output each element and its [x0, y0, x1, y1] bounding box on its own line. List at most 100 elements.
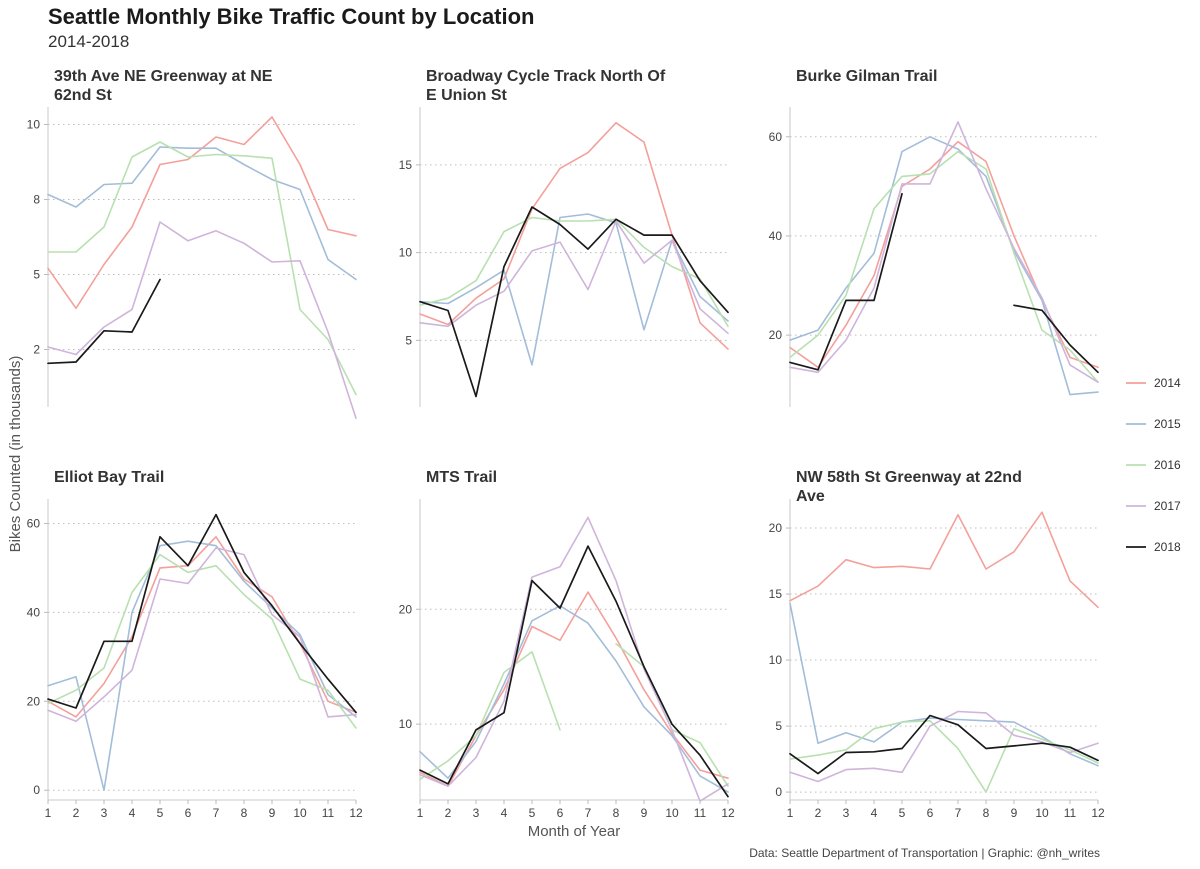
panel-2-title-line: Broadway Cycle Track North Of [426, 68, 666, 85]
panel-4-x-tick-label: 9 [269, 806, 276, 820]
panel-4-x-tick-label: 1 [45, 806, 52, 820]
panel-5-series-2018 [419, 545, 729, 798]
panel-3-series-2016 [789, 150, 1099, 383]
y-axis-label: Bikes Counted (in thousands) [7, 356, 24, 553]
panel-4-x-tick-label: 12 [349, 806, 363, 820]
legend-label-2017: 2017 [1154, 499, 1181, 513]
panel-6-x-tick-label: 5 [899, 806, 906, 820]
panel-1-title-line: 62nd St [54, 87, 112, 104]
panel-4-x-tick-label: 3 [101, 806, 108, 820]
panel-2-series-2017 [419, 220, 729, 335]
panel-4-x-tick-label: 11 [322, 806, 335, 820]
panel-6-y-tick-label: 10 [769, 653, 783, 667]
panel-4-x-tick-label: 5 [157, 806, 164, 820]
panel-5-y-tick-label: 20 [399, 602, 413, 616]
panel-6-series-2018 [789, 714, 1099, 775]
panel-6-x-tick-label: 4 [871, 806, 878, 820]
panel-4-x-tick-label: 7 [213, 806, 220, 820]
panel-5-title-line: MTS Trail [426, 469, 497, 486]
panel-6-x-tick-label: 12 [1091, 806, 1105, 820]
panel-6-y-tick-label: 20 [769, 521, 783, 535]
panel-5-series-2017 [419, 516, 729, 802]
panel-3-y-tick-label: 60 [769, 130, 783, 144]
source-caption: Data: Seattle Department of Transportati… [749, 846, 1100, 860]
panel-1-series-2018 [47, 278, 161, 365]
panel-4-y-tick-label: 0 [33, 783, 40, 797]
panel-3-y-tick-label: 40 [769, 229, 783, 243]
panel-5-x-tick-label: 3 [473, 806, 480, 820]
panel-6-x-tick-label: 6 [927, 806, 934, 820]
panel-5-series-2014 [419, 591, 729, 787]
panel-5-x-tick-label: 12 [721, 806, 735, 820]
panel-1-y-tick-label: 8 [33, 193, 40, 207]
panel-4-series-2018 [47, 513, 357, 714]
panel-5-x-tick-label: 2 [445, 806, 452, 820]
panel-6-series-2014 [789, 511, 1099, 609]
panel-5-x-tick-label: 10 [665, 806, 679, 820]
chart-title: Seattle Monthly Bike Traffic Count by Lo… [48, 4, 535, 29]
panel-1-title-line: 39th Ave NE Greenway at NE [54, 68, 273, 85]
panel-6-x-tick-label: 11 [1064, 806, 1077, 820]
panel-6-x-tick-label: 2 [815, 806, 822, 820]
panel-1-y-tick-label: 2 [33, 343, 40, 357]
panel-5-x-tick-label: 5 [529, 806, 536, 820]
panel-6-x-tick-label: 7 [955, 806, 962, 820]
panel-4-series-2016 [47, 553, 357, 729]
panel-1-y-tick-label: 10 [27, 118, 41, 132]
panel-6-x-tick-label: 8 [983, 806, 990, 820]
legend-label-2015: 2015 [1154, 417, 1181, 431]
panel-1-series-2016 [47, 141, 357, 396]
panel-6-series-2017 [789, 710, 1099, 783]
panel-1-y-tick-label: 5 [33, 268, 40, 282]
panel-4-x-tick-label: 8 [241, 806, 248, 820]
panel-6-x-tick-label: 1 [787, 806, 794, 820]
panel-6-y-tick-label: 15 [769, 587, 783, 601]
panel-4-series-2014 [47, 536, 357, 718]
panel-6-x-tick-label: 3 [843, 806, 850, 820]
panel-5-x-tick-label: 8 [613, 806, 620, 820]
panel-3-series-2017 [789, 121, 1099, 383]
panel-6-y-tick-label: 0 [775, 785, 782, 799]
panel-4-title-line: Elliot Bay Trail [54, 469, 164, 486]
panel-2-series-2018 [419, 206, 729, 398]
panel-1-series-2015 [47, 146, 357, 281]
panel-4-y-tick-label: 40 [27, 605, 41, 619]
panel-6-x-tick-label: 10 [1035, 806, 1049, 820]
panel-5-x-tick-label: 1 [417, 806, 424, 820]
panel-4-x-tick-label: 10 [293, 806, 307, 820]
panel-5-x-tick-label: 9 [641, 806, 648, 820]
panel-6-title-line: NW 58th St Greenway at 22nd [796, 469, 1022, 486]
panel-2-y-tick-label: 10 [399, 246, 413, 260]
panel-2-series-2016 [419, 216, 729, 328]
panel-6-y-tick-label: 5 [775, 719, 782, 733]
panel-4-y-tick-label: 20 [27, 694, 41, 708]
panel-5-x-tick-label: 7 [585, 806, 592, 820]
panel-5-x-tick-label: 6 [557, 806, 564, 820]
panel-4-x-tick-label: 2 [73, 806, 80, 820]
chart-subtitle: 2014-2018 [48, 32, 130, 51]
legend-label-2018: 2018 [1154, 540, 1181, 554]
panel-5-series-2015 [419, 605, 729, 793]
panel-4-x-tick-label: 6 [185, 806, 192, 820]
panel-4-y-tick-label: 60 [27, 516, 41, 530]
panel-4-series-2015 [47, 540, 357, 791]
panel-3-series-2015 [789, 136, 1099, 396]
panel-2-y-tick-label: 15 [399, 158, 413, 172]
panel-5-x-tick-label: 4 [501, 806, 508, 820]
panel-2-y-tick-label: 5 [405, 333, 412, 347]
legend-label-2016: 2016 [1154, 458, 1181, 472]
panel-4-x-tick-label: 4 [129, 806, 136, 820]
panel-5-x-tick-label: 11 [694, 806, 707, 820]
panel-5-series-2016 [419, 643, 729, 787]
x-axis-label: Month of Year [528, 823, 621, 840]
panel-1-series-2017 [47, 221, 357, 420]
panel-3-title-line: Burke Gilman Trail [796, 68, 937, 85]
panel-6-x-tick-label: 9 [1011, 806, 1018, 820]
panel-6-series-2015 [789, 602, 1099, 767]
panel-3-series-2018 [789, 192, 1099, 374]
panel-6-series-2016 [789, 720, 1099, 793]
panel-5-y-tick-label: 10 [399, 717, 413, 731]
panel-2-title-line: E Union St [426, 87, 508, 104]
